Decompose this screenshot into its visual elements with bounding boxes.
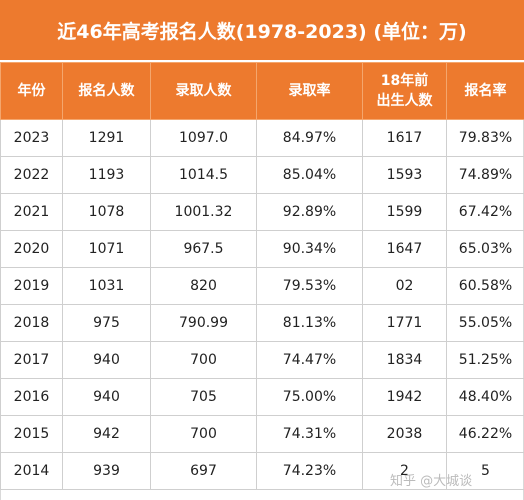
cell-year: 2018 bbox=[0, 304, 63, 342]
cell-admitted: 697 bbox=[150, 452, 257, 490]
table-row: 2021 1078 1001.32 92.89% 1599 67.42% bbox=[0, 193, 524, 231]
cell-admitted: 700 bbox=[150, 341, 257, 379]
cell-births: 1617 bbox=[362, 119, 447, 157]
cell-admission-rate: 90.34% bbox=[256, 230, 363, 268]
table-row: 2014 939 697 74.23% 2 5 bbox=[0, 452, 524, 490]
cell-births: 1942 bbox=[362, 378, 447, 416]
cell-application-rate: 79.83% bbox=[446, 119, 524, 157]
cell-application-rate: 51.25% bbox=[446, 341, 524, 379]
cell-admission-rate: 79.53% bbox=[256, 267, 363, 305]
header-application-rate: 报名率 bbox=[446, 62, 524, 120]
cell-admitted: 705 bbox=[150, 378, 257, 416]
cell-year: 2022 bbox=[0, 156, 63, 194]
cell-admission-rate: 92.89% bbox=[256, 193, 363, 231]
cell-admitted: 967.5 bbox=[150, 230, 257, 268]
cell-application-rate: 67.42% bbox=[446, 193, 524, 231]
cell-admission-rate: 84.97% bbox=[256, 119, 363, 157]
header-year: 年份 bbox=[0, 62, 63, 120]
table-row: 2020 1071 967.5 90.34% 1647 65.03% bbox=[0, 230, 524, 268]
cell-year: 2015 bbox=[0, 415, 63, 453]
header-births: 18年前 出生人数 bbox=[362, 62, 447, 120]
cell-admission-rate: 74.47% bbox=[256, 341, 363, 379]
cell-year: 2019 bbox=[0, 267, 63, 305]
cell-applicants: 1193 bbox=[62, 156, 151, 194]
cell-year: 2016 bbox=[0, 378, 63, 416]
cell-year: 2021 bbox=[0, 193, 63, 231]
cell-applicants: 1291 bbox=[62, 119, 151, 157]
cell-admission-rate: 74.31% bbox=[256, 415, 363, 453]
cell-births: 1593 bbox=[362, 156, 447, 194]
cell-admitted: 790.99 bbox=[150, 304, 257, 342]
cell-births: 1771 bbox=[362, 304, 447, 342]
data-table: 年份 报名人数 录取人数 录取率 18年前 出生人数 报名率 2023 1291 1… bbox=[0, 62, 524, 490]
table-title: 近46年高考报名人数(1978-2023) (单位：万) bbox=[0, 0, 524, 62]
cell-admission-rate: 81.13% bbox=[256, 304, 363, 342]
table-row: 2015 942 700 74.31% 2038 46.22% bbox=[0, 415, 524, 453]
cell-applicants: 1071 bbox=[62, 230, 151, 268]
cell-admitted: 1097.0 bbox=[150, 119, 257, 157]
cell-year: 2017 bbox=[0, 341, 63, 379]
cell-year: 2023 bbox=[0, 119, 63, 157]
cell-admission-rate: 74.23% bbox=[256, 452, 363, 490]
table-row: 2023 1291 1097.0 84.97% 1617 79.83% bbox=[0, 119, 524, 157]
cell-application-rate: 5 bbox=[446, 452, 524, 490]
cell-application-rate: 60.58% bbox=[446, 267, 524, 305]
cell-applicants: 942 bbox=[62, 415, 151, 453]
header-row: 年份 报名人数 录取人数 录取率 18年前 出生人数 报名率 bbox=[0, 62, 524, 120]
cell-year: 2014 bbox=[0, 452, 63, 490]
cell-application-rate: 55.05% bbox=[446, 304, 524, 342]
cell-applicants: 1031 bbox=[62, 267, 151, 305]
cell-admission-rate: 85.04% bbox=[256, 156, 363, 194]
cell-births: 02 bbox=[362, 267, 447, 305]
table-row: 2019 1031 820 79.53% 02 60.58% bbox=[0, 267, 524, 305]
cell-births: 2 bbox=[362, 452, 447, 490]
cell-admitted: 1001.32 bbox=[150, 193, 257, 231]
table-row: 2016 940 705 75.00% 1942 48.40% bbox=[0, 378, 524, 416]
cell-applicants: 975 bbox=[62, 304, 151, 342]
table-row: 2022 1193 1014.5 85.04% 1593 74.89% bbox=[0, 156, 524, 194]
cell-admitted: 1014.5 bbox=[150, 156, 257, 194]
cell-application-rate: 46.22% bbox=[446, 415, 524, 453]
cell-admission-rate: 75.00% bbox=[256, 378, 363, 416]
table-row: 2018 975 790.99 81.13% 1771 55.05% bbox=[0, 304, 524, 342]
cell-applicants: 939 bbox=[62, 452, 151, 490]
cell-admitted: 820 bbox=[150, 267, 257, 305]
cell-births: 2038 bbox=[362, 415, 447, 453]
cell-application-rate: 74.89% bbox=[446, 156, 524, 194]
cell-births: 1647 bbox=[362, 230, 447, 268]
cell-admitted: 700 bbox=[150, 415, 257, 453]
cell-application-rate: 48.40% bbox=[446, 378, 524, 416]
cell-births: 1834 bbox=[362, 341, 447, 379]
cell-applicants: 940 bbox=[62, 378, 151, 416]
header-admitted: 录取人数 bbox=[150, 62, 257, 120]
cell-year: 2020 bbox=[0, 230, 63, 268]
watermark: 知乎 @大城谈 bbox=[390, 474, 473, 489]
header-admission-rate: 录取率 bbox=[256, 62, 363, 120]
cell-births: 1599 bbox=[362, 193, 447, 231]
cell-applicants: 940 bbox=[62, 341, 151, 379]
cell-applicants: 1078 bbox=[62, 193, 151, 231]
header-applicants: 报名人数 bbox=[62, 62, 151, 120]
cell-application-rate: 65.03% bbox=[446, 230, 524, 268]
table-row: 2017 940 700 74.47% 1834 51.25% bbox=[0, 341, 524, 379]
